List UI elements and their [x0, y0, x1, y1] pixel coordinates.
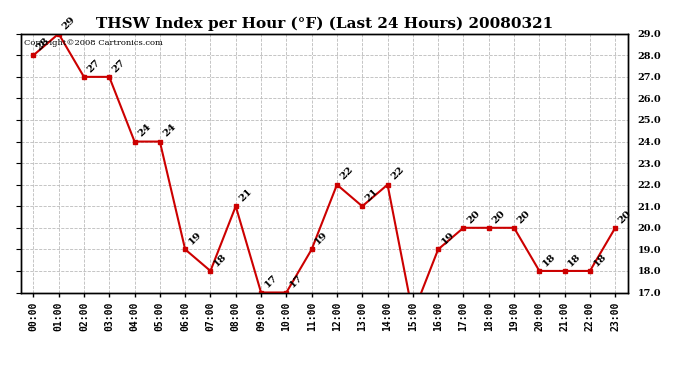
Text: 19: 19 [186, 230, 203, 247]
Title: THSW Index per Hour (°F) (Last 24 Hours) 20080321: THSW Index per Hour (°F) (Last 24 Hours)… [96, 17, 553, 31]
Text: 17: 17 [262, 273, 279, 290]
Text: 22: 22 [338, 165, 355, 182]
Text: 21: 21 [364, 187, 380, 204]
Text: 18: 18 [566, 252, 582, 268]
Text: 20: 20 [617, 209, 633, 225]
Text: 29: 29 [60, 15, 77, 31]
Text: 17: 17 [288, 273, 304, 290]
Text: 27: 27 [110, 57, 127, 74]
Text: 21: 21 [237, 187, 254, 204]
Text: 22: 22 [389, 165, 406, 182]
Text: 20: 20 [465, 209, 482, 225]
Text: 19: 19 [313, 230, 330, 247]
Text: 19: 19 [440, 230, 456, 247]
Text: 20: 20 [490, 209, 506, 225]
Text: 16: 16 [0, 374, 1, 375]
Text: 24: 24 [136, 122, 152, 139]
Text: 18: 18 [541, 252, 558, 268]
Text: 24: 24 [161, 122, 178, 139]
Text: 18: 18 [212, 252, 228, 268]
Text: 18: 18 [591, 252, 608, 268]
Text: Copyright©2008 Cartronics.com: Copyright©2008 Cartronics.com [23, 39, 163, 47]
Text: 28: 28 [34, 36, 51, 52]
Text: 27: 27 [86, 57, 102, 74]
Text: 20: 20 [515, 209, 532, 225]
